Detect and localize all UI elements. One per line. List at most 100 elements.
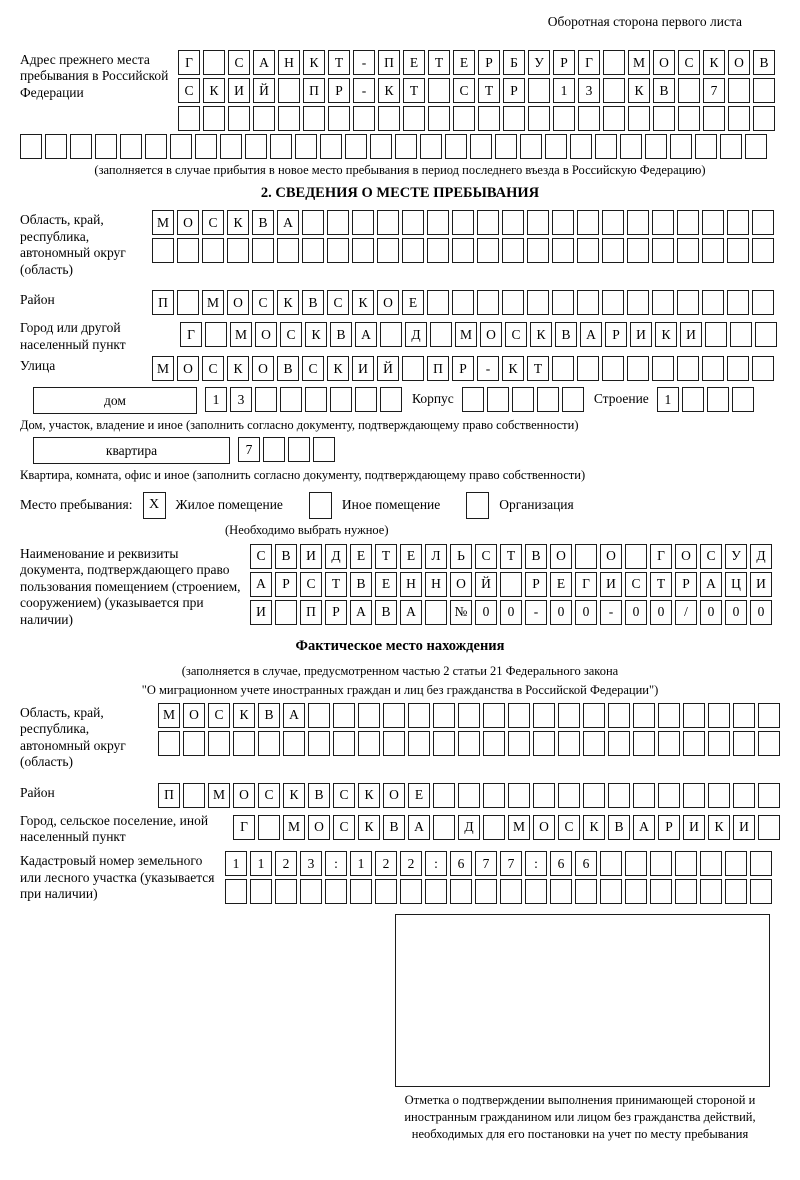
char-box[interactable]: И <box>352 356 374 382</box>
char-box[interactable] <box>545 134 567 159</box>
char-box[interactable] <box>288 437 310 463</box>
char-box[interactable]: 7 <box>475 851 497 877</box>
char-box[interactable] <box>625 851 647 877</box>
char-box[interactable] <box>675 879 697 905</box>
char-box[interactable] <box>258 814 280 840</box>
char-box[interactable]: - <box>353 50 375 75</box>
char-box[interactable]: 0 <box>725 599 747 625</box>
char-box[interactable] <box>450 879 472 905</box>
char-box[interactable] <box>320 134 342 159</box>
char-box[interactable] <box>658 730 680 756</box>
char-box[interactable] <box>380 387 402 413</box>
char-box[interactable] <box>453 106 475 131</box>
char-box[interactable]: О <box>252 356 274 382</box>
char-box[interactable] <box>650 851 672 877</box>
char-box[interactable]: К <box>352 290 374 316</box>
char-box[interactable] <box>552 356 574 382</box>
char-box[interactable]: Т <box>328 50 350 75</box>
char-box[interactable] <box>511 387 534 413</box>
char-box[interactable] <box>620 134 642 159</box>
char-box[interactable] <box>603 78 625 103</box>
char-box[interactable]: С <box>280 322 302 348</box>
char-box[interactable]: Д <box>405 322 427 348</box>
char-box[interactable] <box>720 134 742 159</box>
char-box[interactable]: 0 <box>750 599 772 625</box>
char-box[interactable]: Е <box>403 50 425 75</box>
char-box[interactable] <box>683 782 705 808</box>
char-box[interactable]: Р <box>553 50 575 75</box>
char-box[interactable]: Й <box>253 78 275 103</box>
char-box[interactable] <box>433 814 455 840</box>
char-box[interactable] <box>652 238 674 264</box>
char-box[interactable] <box>195 134 217 159</box>
char-box[interactable] <box>152 238 174 264</box>
char-box[interactable]: О <box>653 50 675 75</box>
char-box[interactable] <box>252 238 274 264</box>
char-box[interactable]: К <box>233 702 255 728</box>
char-box[interactable] <box>502 238 524 264</box>
char-box[interactable]: И <box>228 78 250 103</box>
char-box[interactable] <box>583 782 605 808</box>
char-box[interactable]: 7 <box>238 437 260 463</box>
char-box[interactable] <box>608 730 630 756</box>
char-box[interactable]: Р <box>478 50 500 75</box>
char-box[interactable] <box>483 702 505 728</box>
char-box[interactable] <box>378 106 400 131</box>
char-box[interactable]: В <box>308 782 330 808</box>
char-box[interactable] <box>305 387 327 413</box>
char-box[interactable] <box>533 702 555 728</box>
char-box[interactable] <box>227 238 249 264</box>
char-box[interactable]: Р <box>328 78 350 103</box>
char-box[interactable]: С <box>250 543 272 569</box>
char-box[interactable] <box>500 879 522 905</box>
char-box[interactable]: Р <box>452 356 474 382</box>
char-box[interactable]: Е <box>400 543 422 569</box>
char-box[interactable] <box>750 851 772 877</box>
char-box[interactable] <box>658 782 680 808</box>
char-box[interactable] <box>452 290 474 316</box>
char-box[interactable] <box>703 106 725 131</box>
char-box[interactable] <box>458 730 480 756</box>
char-box[interactable] <box>733 782 755 808</box>
char-box[interactable]: О <box>308 814 330 840</box>
char-box[interactable] <box>577 290 599 316</box>
char-box[interactable]: В <box>350 571 372 597</box>
char-box[interactable]: О <box>177 210 199 236</box>
char-box[interactable] <box>502 210 524 236</box>
char-box[interactable]: С <box>202 356 224 382</box>
char-box[interactable]: К <box>703 50 725 75</box>
char-box[interactable] <box>745 134 767 159</box>
char-box[interactable]: К <box>277 290 299 316</box>
char-box[interactable] <box>600 851 622 877</box>
char-box[interactable] <box>327 238 349 264</box>
char-box[interactable] <box>327 210 349 236</box>
char-box[interactable] <box>602 238 624 264</box>
char-box[interactable]: М <box>455 322 477 348</box>
char-box[interactable]: Т <box>403 78 425 103</box>
char-box[interactable] <box>178 106 200 131</box>
char-box[interactable] <box>733 702 755 728</box>
char-box[interactable]: 0 <box>650 599 672 625</box>
char-box[interactable] <box>758 730 780 756</box>
char-box[interactable]: И <box>630 322 652 348</box>
char-box[interactable]: А <box>355 322 377 348</box>
char-box[interactable]: Р <box>325 599 347 625</box>
char-box[interactable]: П <box>427 356 449 382</box>
char-box[interactable] <box>245 134 267 159</box>
char-box[interactable] <box>758 702 780 728</box>
char-box[interactable] <box>561 387 584 413</box>
char-box[interactable] <box>527 238 549 264</box>
char-box[interactable]: С <box>625 571 647 597</box>
char-box[interactable] <box>708 782 730 808</box>
char-box[interactable]: Р <box>503 78 525 103</box>
char-box[interactable] <box>570 134 592 159</box>
char-box[interactable] <box>425 879 447 905</box>
char-box[interactable] <box>402 356 424 382</box>
char-box[interactable]: Г <box>650 543 672 569</box>
checkbox-zhiloe[interactable]: X <box>142 491 166 519</box>
char-box[interactable]: У <box>725 543 747 569</box>
char-box[interactable] <box>270 134 292 159</box>
char-box[interactable]: К <box>628 78 650 103</box>
char-box[interactable]: И <box>680 322 702 348</box>
char-box[interactable]: К <box>358 814 380 840</box>
